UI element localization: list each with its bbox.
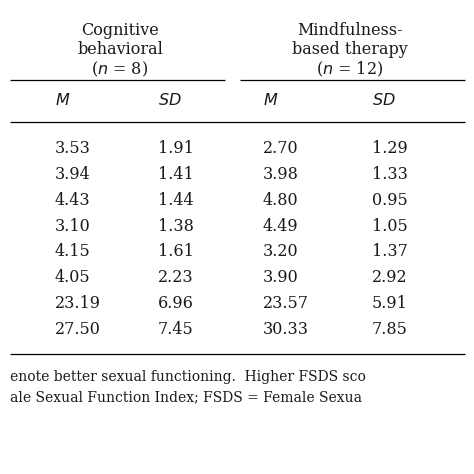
Text: 4.15: 4.15: [55, 244, 91, 261]
Text: 3.94: 3.94: [55, 165, 91, 182]
Text: ($\it{n}$ = 8): ($\it{n}$ = 8): [91, 60, 148, 79]
Text: enote better sexual functioning.  Higher FSDS sco: enote better sexual functioning. Higher …: [10, 370, 366, 384]
Text: 23.19: 23.19: [55, 295, 101, 312]
Text: 30.33: 30.33: [263, 321, 309, 338]
Text: 3.98: 3.98: [263, 165, 299, 182]
Text: 23.57: 23.57: [263, 295, 309, 312]
Text: $\it{M}$: $\it{M}$: [263, 91, 278, 109]
Text: 7.45: 7.45: [158, 321, 194, 338]
Text: 1.38: 1.38: [158, 218, 194, 235]
Text: 1.41: 1.41: [158, 165, 194, 182]
Text: 27.50: 27.50: [55, 321, 101, 338]
Text: 2.70: 2.70: [263, 139, 299, 156]
Text: 5.91: 5.91: [372, 295, 408, 312]
Text: 3.90: 3.90: [263, 270, 299, 286]
Text: ($\it{n}$ = 12): ($\it{n}$ = 12): [316, 60, 383, 79]
Text: 1.91: 1.91: [158, 139, 194, 156]
Text: ale Sexual Function Index; FSDS = Female Sexua: ale Sexual Function Index; FSDS = Female…: [10, 390, 362, 404]
Text: 2.23: 2.23: [158, 270, 193, 286]
Text: $\it{SD}$: $\it{SD}$: [372, 91, 396, 109]
Text: behavioral: behavioral: [77, 41, 163, 58]
Text: 3.10: 3.10: [55, 218, 91, 235]
Text: 1.61: 1.61: [158, 244, 194, 261]
Text: $\it{M}$: $\it{M}$: [55, 91, 70, 109]
Text: 4.49: 4.49: [263, 218, 299, 235]
Text: 1.29: 1.29: [372, 139, 408, 156]
Text: 2.92: 2.92: [372, 270, 408, 286]
Text: 1.05: 1.05: [372, 218, 408, 235]
Text: Mindfulness-: Mindfulness-: [297, 22, 403, 39]
Text: 1.44: 1.44: [158, 191, 193, 209]
Text: 1.37: 1.37: [372, 244, 408, 261]
Text: 7.85: 7.85: [372, 321, 408, 338]
Text: 0.95: 0.95: [372, 191, 408, 209]
Text: based therapy: based therapy: [292, 41, 408, 58]
Text: 3.53: 3.53: [55, 139, 91, 156]
Text: Cognitive: Cognitive: [81, 22, 159, 39]
Text: 1.33: 1.33: [372, 165, 408, 182]
Text: $\it{SD}$: $\it{SD}$: [158, 91, 182, 109]
Text: 4.80: 4.80: [263, 191, 299, 209]
Text: 4.43: 4.43: [55, 191, 91, 209]
Text: 6.96: 6.96: [158, 295, 194, 312]
Text: 4.05: 4.05: [55, 270, 91, 286]
Text: 3.20: 3.20: [263, 244, 299, 261]
